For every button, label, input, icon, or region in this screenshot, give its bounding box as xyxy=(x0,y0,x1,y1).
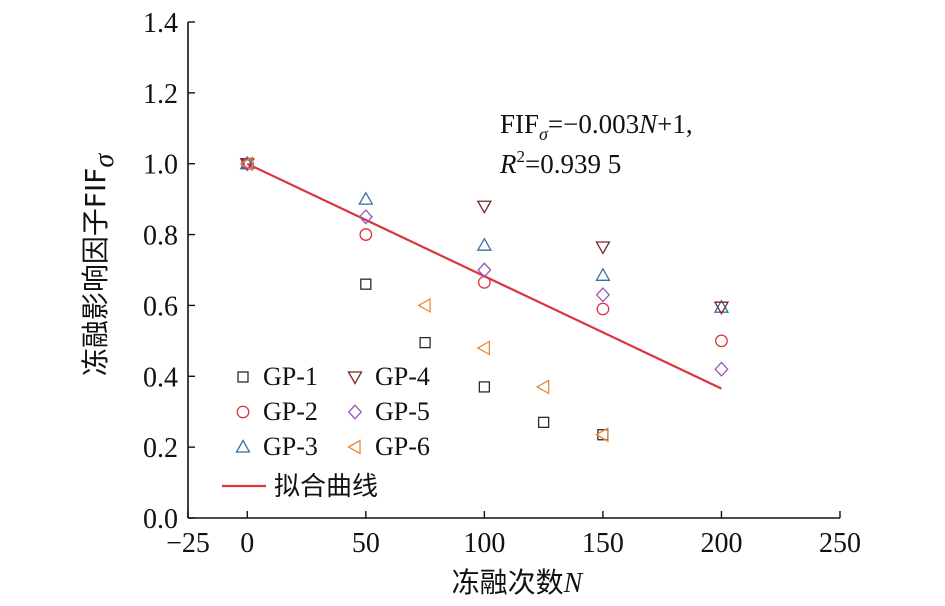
data-point xyxy=(358,209,373,225)
equation-tail: +1, xyxy=(657,109,692,139)
x-tick-label: 0 xyxy=(240,528,254,559)
y-tick-label: 0.4 xyxy=(143,362,178,393)
data-point xyxy=(477,262,492,278)
legend-marker xyxy=(235,439,251,453)
series-gp-6 xyxy=(239,156,609,443)
x-tick-label: 50 xyxy=(352,528,380,559)
data-point xyxy=(240,156,255,172)
x-tick-label: 150 xyxy=(582,528,624,559)
y-tick-label: 0.2 xyxy=(143,433,178,464)
legend-label: GP-4 xyxy=(375,362,430,391)
data-point xyxy=(360,278,372,290)
data-point xyxy=(595,267,611,281)
legend-marker xyxy=(237,371,249,383)
r-squared-label: R xyxy=(499,149,517,179)
legend-marker xyxy=(347,404,363,420)
data-point xyxy=(714,361,729,377)
y-tick-label: 0.0 xyxy=(143,504,178,535)
data-point xyxy=(537,416,550,428)
legend-label: GP-3 xyxy=(263,432,318,461)
legend-fit-label: 拟合曲线 xyxy=(274,472,378,502)
legend-label: GP-6 xyxy=(375,432,430,461)
series-gp-5 xyxy=(240,156,729,377)
axes xyxy=(187,22,840,519)
y-tick-label: 1.4 xyxy=(143,8,178,39)
legend-marker xyxy=(347,439,361,455)
x-axis-label-main: 冻融次数 xyxy=(452,566,564,599)
tick-labels: −25 0 50 100 150 200 250 0.0 0.2 0.4 0.6 0.8 1.0 1.2 1… xyxy=(143,8,861,559)
y-axis-label-subscript: σ xyxy=(89,153,120,168)
equation-variable: N xyxy=(638,109,659,139)
equation-rhs: =−0.003 xyxy=(548,109,639,139)
tick-marks xyxy=(187,21,841,519)
series-gp-2 xyxy=(240,157,728,348)
data-point xyxy=(476,200,492,215)
x-tick-label: 200 xyxy=(700,528,742,559)
x-axis-label: 冻融次数N xyxy=(452,566,584,599)
x-tick-label: 250 xyxy=(819,528,861,559)
x-tick-label: 100 xyxy=(463,528,505,559)
x-tick-label: −25 xyxy=(166,528,210,559)
r-squared-value: =0.939 5 xyxy=(525,149,621,179)
legend-marker xyxy=(236,405,250,419)
y-tick-label: 1.0 xyxy=(143,150,178,181)
data-point xyxy=(417,297,431,314)
data-point xyxy=(359,228,373,241)
y-tick-label: 1.2 xyxy=(143,79,178,110)
x-axis-label-variable: N xyxy=(563,568,584,599)
data-point xyxy=(239,155,255,170)
legend-label: GP-5 xyxy=(375,397,430,426)
data-point xyxy=(713,301,730,316)
y-tick-label: 0.6 xyxy=(143,291,178,322)
series-gp-4 xyxy=(239,158,730,316)
y-axis-label: 冻融影响因子FIFσ xyxy=(79,153,120,376)
data-point xyxy=(239,156,253,172)
data-point xyxy=(478,381,491,393)
r-squared-superscript: 2 xyxy=(517,147,526,166)
data-points xyxy=(239,155,730,443)
data-point xyxy=(358,191,374,205)
legend-marker xyxy=(347,371,363,385)
data-point xyxy=(595,287,611,303)
y-axis-label-main: 冻融影响因子FIF xyxy=(79,168,112,376)
y-tick-label: 0.8 xyxy=(143,221,178,252)
legend-label: GP-2 xyxy=(263,397,318,426)
data-point xyxy=(476,340,491,356)
data-point xyxy=(595,427,609,443)
data-point xyxy=(476,237,492,251)
equation-lhs-subscript: σ xyxy=(539,124,549,144)
data-point xyxy=(239,158,255,172)
data-point xyxy=(713,299,730,313)
data-point xyxy=(595,241,611,255)
legend: GP-1 GP-2 GP-3 GP-4 GP-5 GP-6 拟合曲线 xyxy=(222,362,430,502)
equation-lhs: FIF xyxy=(500,109,539,139)
data-point xyxy=(596,302,610,316)
series-gp-3 xyxy=(239,155,730,313)
data-point xyxy=(715,334,728,348)
fit-equation: FIFσ=−0.003N+1, xyxy=(500,109,693,144)
data-point xyxy=(419,336,431,349)
r-squared: R2=0.939 5 xyxy=(499,147,621,179)
legend-label: GP-1 xyxy=(263,362,318,391)
data-point xyxy=(477,275,491,289)
data-point xyxy=(535,379,550,395)
